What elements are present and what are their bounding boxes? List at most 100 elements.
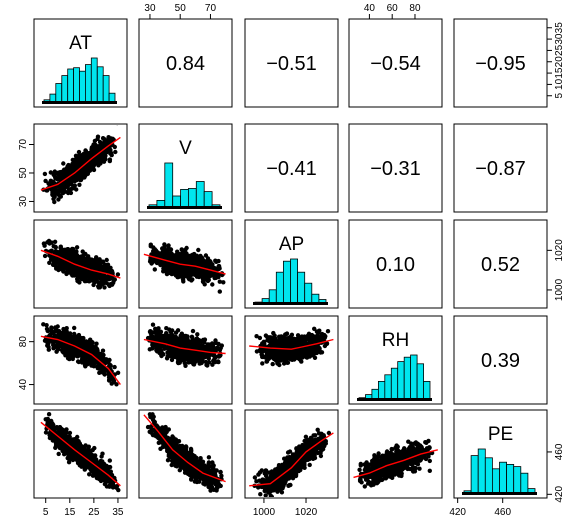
panel-RH-AT (33, 315, 128, 405)
scatter-point (307, 347, 313, 353)
scatter-point (200, 355, 205, 361)
smoother-line (143, 253, 226, 275)
histogram-bar (203, 191, 213, 208)
scatter-point (83, 149, 89, 154)
panel-frame (348, 219, 443, 309)
scatter-point (168, 253, 174, 258)
scatter-point (52, 169, 57, 174)
scatter-point (302, 340, 307, 345)
panel-PE-AT (33, 409, 128, 499)
histogram-bar (384, 374, 392, 400)
smoother-line (40, 249, 121, 279)
scatter-point (178, 272, 184, 277)
scatter-point (77, 267, 82, 272)
smoother-line (143, 338, 226, 355)
panel-frame (453, 315, 548, 405)
scatter-point (66, 167, 72, 172)
scatter-point (216, 359, 221, 365)
scatter-point (48, 257, 54, 262)
scatter-point (84, 278, 89, 284)
scatter-point (319, 350, 325, 355)
scatter-point (79, 443, 84, 449)
scatter-point (79, 358, 85, 363)
scatter-point (263, 333, 269, 338)
scatter-point (164, 326, 169, 331)
scatter-point (279, 334, 284, 339)
scatter-point (213, 347, 218, 353)
scatter-point (66, 354, 71, 359)
panel-AT-V (138, 18, 233, 108)
panel-AP-AT (33, 219, 128, 309)
scatter-point (66, 178, 71, 184)
scatter-point (61, 161, 66, 166)
correlation-AT-RH: −0.54 (370, 53, 421, 75)
scatter-point (216, 264, 222, 269)
scatter-point (216, 274, 221, 280)
scatter-point (86, 342, 92, 348)
scatter-point (65, 332, 70, 338)
scatter-point (190, 335, 195, 340)
histogram-bar (61, 75, 69, 103)
scatter-point (65, 455, 70, 461)
scatter-point (84, 359, 89, 364)
scatter-point (308, 335, 313, 340)
scatter-point (109, 151, 114, 156)
scatter-point (296, 347, 302, 353)
panel-V-PE (453, 123, 548, 213)
scatter-point (83, 260, 89, 265)
scatter-point (221, 280, 226, 285)
histogram-bar (282, 260, 291, 304)
scatter-point (184, 270, 189, 275)
histogram-bar (416, 363, 425, 400)
scatter-point (202, 282, 207, 287)
scatter-point (283, 355, 288, 360)
scatter-point (75, 274, 80, 279)
scatter-point (184, 245, 189, 251)
scatter-point (93, 345, 98, 350)
scatter-point (212, 353, 217, 358)
panel-V-AP (244, 123, 339, 213)
scatter-point (261, 339, 267, 344)
panel-AP-RH (348, 219, 443, 309)
scatter-point (102, 136, 107, 142)
scatter-point (42, 243, 47, 248)
scatter-point (108, 269, 113, 275)
scatter-point (322, 332, 327, 338)
scatter-point (264, 352, 269, 357)
histogram-bar (390, 367, 399, 400)
scatter-point (56, 330, 61, 335)
scatter-point (86, 354, 92, 360)
scatter-point (72, 178, 78, 184)
histogram-bar (311, 293, 320, 304)
scatter-point (264, 359, 270, 364)
scatter-point (103, 277, 109, 282)
histogram-bar (371, 388, 379, 400)
panel-RH-PE (453, 315, 548, 405)
scatter-point (44, 323, 49, 328)
scatter-point (53, 186, 58, 191)
scatter-point (99, 454, 104, 459)
scatter-point (203, 264, 208, 269)
correlation-AP-RH: 0.10 (376, 254, 415, 276)
scatter-point (50, 339, 56, 344)
scatter-point (84, 164, 90, 169)
histogram-rug (42, 101, 117, 104)
scatter-point (97, 370, 102, 375)
scatter-point (64, 261, 70, 267)
scatter-point (56, 190, 61, 196)
scatter-point (114, 382, 119, 387)
scatter-point (66, 162, 71, 168)
histogram-bar (195, 181, 205, 208)
histogram-rug (253, 302, 328, 305)
scatter-point (87, 168, 92, 173)
scatter-point (195, 332, 200, 337)
scatter-point (114, 485, 119, 490)
scatter-point (164, 266, 169, 271)
scatter-point (191, 349, 196, 355)
scatter-point (268, 351, 273, 357)
scatter-point (72, 183, 78, 188)
scatter-point (52, 239, 58, 244)
scatter-point (171, 335, 177, 340)
histogram-bar (55, 83, 63, 103)
scatter-point (57, 427, 63, 433)
